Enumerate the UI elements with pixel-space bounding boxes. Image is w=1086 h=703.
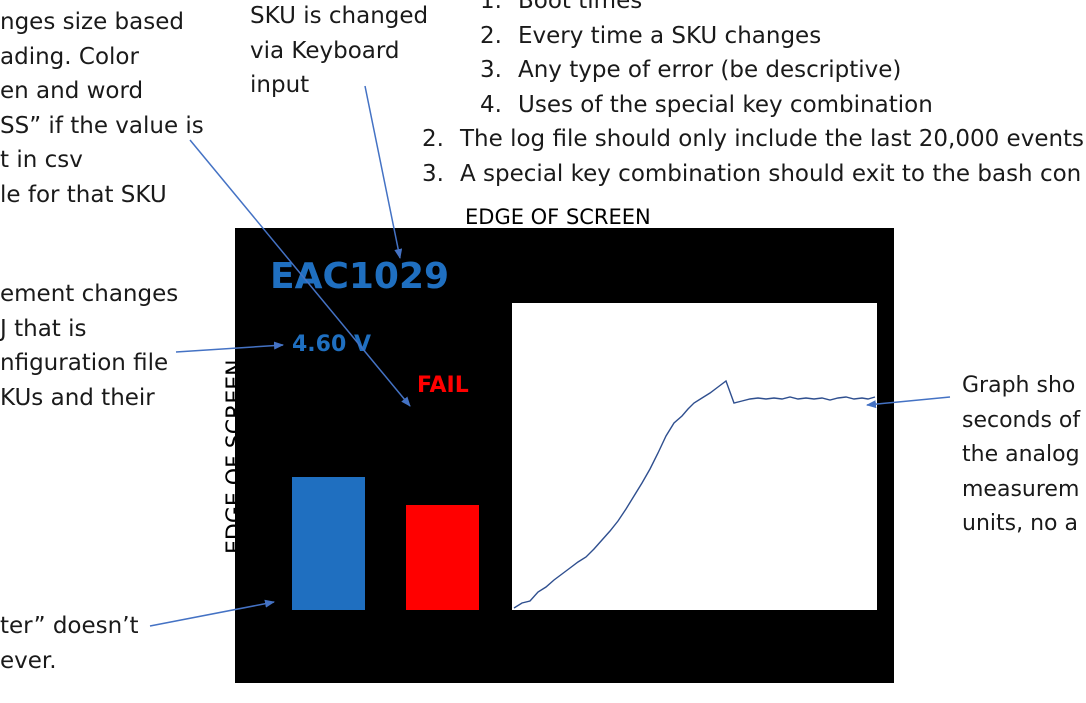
list-text: A special key combination should exit to… xyxy=(460,160,1082,187)
list-text: Boot times xyxy=(518,0,643,14)
list-number: 2. xyxy=(422,126,444,152)
note-line: seconds of xyxy=(962,407,1081,433)
edge-of-screen-top-label: EDGE OF SCREEN xyxy=(465,205,651,229)
note-line: J that is xyxy=(0,315,87,342)
note-line: input xyxy=(250,72,310,98)
list-text: The log file should only include the las… xyxy=(460,126,1085,152)
left-note-measurement: ement changes J that is nfiguration file… xyxy=(0,277,178,415)
list-number: 3. xyxy=(422,160,444,187)
note-line: KUs and their xyxy=(0,384,155,411)
device-screen: EAC1029 4.60 V FAIL xyxy=(235,228,894,683)
status-label: FAIL xyxy=(417,373,469,398)
note-line: nfiguration file xyxy=(0,350,169,376)
note-line: le for that SKU xyxy=(0,181,167,208)
list-text: Any type of error (be descriptive) xyxy=(518,57,902,83)
voltage-label: 4.60 V xyxy=(292,332,371,357)
note-line: the analog xyxy=(962,442,1080,467)
sku-display: EAC1029 xyxy=(270,256,450,297)
list-text: Uses of the special key combination xyxy=(518,91,933,118)
list-text: Every time a SKU changes xyxy=(518,22,822,49)
list-number: 4. xyxy=(480,91,502,118)
edge-of-screen-side-label: EDGE OF SCREEN xyxy=(223,359,248,554)
graph-note: Graph sho seconds of the analog measurem… xyxy=(962,369,1080,542)
list-number: 2. xyxy=(480,22,502,49)
note-line: measurem xyxy=(962,476,1080,502)
note-line: SS” if the value is xyxy=(0,112,204,139)
note-line: ever. xyxy=(0,647,57,674)
note-line: ading. Color xyxy=(0,43,139,70)
graph-panel xyxy=(512,303,877,610)
note-line: t in csv xyxy=(0,147,83,173)
left-note-footer: ter” doesn’t ever. xyxy=(0,609,139,678)
graph-line xyxy=(513,379,876,609)
sku-keyboard-note: SKU is changed via Keyboard input xyxy=(250,0,428,103)
list-number: 3. xyxy=(480,57,502,83)
left-note-sku-size: nges size based ading. Color en and word… xyxy=(0,5,204,212)
status-bar xyxy=(406,505,479,610)
note-line: ement changes xyxy=(0,281,179,307)
note-line: SKU is changed xyxy=(250,3,429,29)
note-line: Graph sho xyxy=(962,373,1076,398)
note-line: via Keyboard xyxy=(250,37,400,64)
list-number: 1. xyxy=(480,0,502,14)
note-line: ter” doesn’t xyxy=(0,613,139,639)
voltage-bar xyxy=(292,477,365,610)
note-line: nges size based xyxy=(0,9,184,35)
graph-svg xyxy=(513,379,876,609)
note-line: en and word xyxy=(0,78,144,104)
note-line: units, no a xyxy=(962,511,1078,536)
